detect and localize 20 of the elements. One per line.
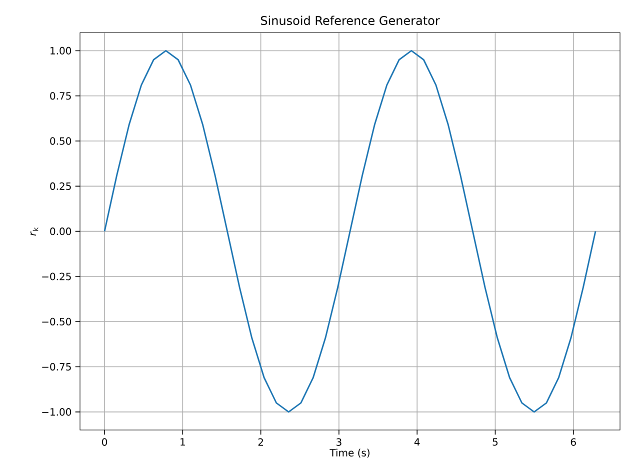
y-axis-title: r$_{k}$ bbox=[30, 227, 38, 236]
x-tick-label: 2 bbox=[258, 438, 263, 446]
y-tick-label: −0.50 bbox=[42, 318, 72, 326]
y-tick-label: −1.00 bbox=[42, 408, 72, 416]
x-tick-label: 5 bbox=[492, 438, 498, 446]
y-tick-label: 0.75 bbox=[50, 92, 71, 100]
y-tick-label: 0.25 bbox=[50, 182, 71, 190]
x-tick-label: 4 bbox=[414, 438, 420, 446]
x-tick-label: 0 bbox=[102, 438, 108, 446]
y-tick-label: 0.50 bbox=[50, 137, 72, 145]
x-tick-label: 6 bbox=[570, 438, 576, 446]
x-axis-title: Time (s) bbox=[330, 448, 370, 458]
y-tick-label: 1.00 bbox=[50, 46, 72, 55]
x-tick-label: 1 bbox=[180, 438, 185, 446]
line-series bbox=[104, 50, 596, 413]
x-tick-label: 3 bbox=[336, 438, 342, 446]
y-tick-label: −0.25 bbox=[42, 272, 71, 280]
y-tick-label: −0.75 bbox=[42, 363, 71, 371]
chart-title: Sinusoid Reference Generator bbox=[260, 16, 440, 26]
y-tick-label: 0.00 bbox=[50, 228, 72, 236]
